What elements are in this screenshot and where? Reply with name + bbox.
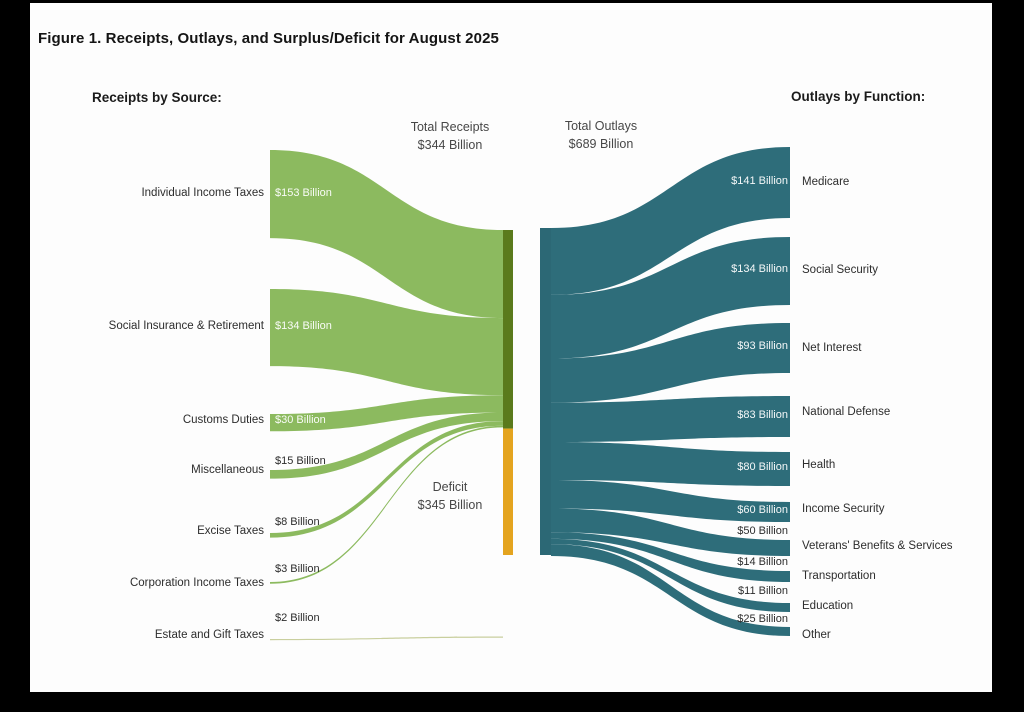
outlay-function-label-education: Education <box>802 600 854 612</box>
receipt-source-value-customs-duties: $30 Billion <box>275 414 326 426</box>
deficit-node <box>503 428 513 555</box>
outlay-function-label-income-security: Income Security <box>802 503 885 515</box>
deficit-title: Deficit <box>432 480 468 494</box>
flow-medicare <box>551 147 790 295</box>
receipt-source-value-excise-taxes: $8 Billion <box>275 516 320 528</box>
flow-social-security <box>551 237 790 359</box>
flow-customs-duties <box>270 395 503 432</box>
flow-excise-taxes <box>270 421 503 538</box>
outlay-function-value-transportation: $14 Billion <box>737 556 788 568</box>
flow-corporation-income-taxes <box>270 425 503 584</box>
receipt-source-value-estate-and-gift-taxes: $2 Billion <box>275 612 320 624</box>
outlay-function-value-education: $11 Billion <box>738 585 788 597</box>
outlay-function-label-transportation: Transportation <box>802 570 876 582</box>
receipt-source-label-estate-and-gift-taxes: Estate and Gift Taxes <box>154 629 264 641</box>
flow-education <box>551 538 790 612</box>
outlay-function-label-health: Health <box>802 459 836 471</box>
outlay-function-label-national-defense: National Defense <box>802 406 891 418</box>
total-receipts-value: $344 Billion <box>417 138 483 152</box>
receipt-source-label-excise-taxes: Excise Taxes <box>197 525 264 537</box>
outlay-function-value-net-interest: $93 Billion <box>737 340 788 352</box>
receipt-source-value-corporation-income-taxes: $3 Billion <box>275 563 320 575</box>
flow-net-interest <box>551 323 790 403</box>
outlay-function-value-other: $25 Billion <box>737 613 788 625</box>
outlay-function-label-medicare: Medicare <box>802 176 850 188</box>
flow-health <box>551 442 790 486</box>
flow-transportation <box>551 532 790 582</box>
outlay-function-value-medicare: $141 Billion <box>731 174 788 187</box>
receipt-source-label-corporation-income-taxes: Corporation Income Taxes <box>129 577 264 589</box>
total-outlays-node <box>540 228 551 555</box>
receipt-source-label-miscellaneous: Miscellaneous <box>191 464 264 476</box>
outlay-function-label-net-interest: Net Interest <box>802 342 862 354</box>
flow-estate-and-gift-taxes <box>270 636 503 641</box>
outlays-section-header: Outlays by Function: <box>791 89 926 104</box>
total-receipts-label: Total Receipts $344 Billion <box>370 118 530 154</box>
flow-other <box>551 544 790 636</box>
receipt-source-value-social-insurance-retirement: $134 Billion <box>275 320 332 332</box>
total-outlays-label: Total Outlays $689 Billion <box>521 117 681 153</box>
receipt-source-label-individual-income-taxes: Individual Income Taxes <box>141 187 264 199</box>
outlay-function-label-social-security: Social Security <box>802 264 879 276</box>
total-outlays-title: Total Outlays <box>564 119 638 133</box>
receipt-source-value-individual-income-taxes: $153 Billion <box>275 187 332 199</box>
outlay-function-value-income-security: $60 Billion <box>737 504 788 516</box>
receipt-source-value-miscellaneous: $15 Billion <box>275 455 326 467</box>
receipts-section-header: Receipts by Source: <box>92 90 222 105</box>
total-receipts-node <box>503 230 513 429</box>
outlay-function-value-social-security: $134 Billion <box>731 263 788 275</box>
receipt-source-label-customs-duties: Customs Duties <box>182 414 264 426</box>
flow-veterans-benefits-services <box>551 508 790 556</box>
flow-income-security <box>551 480 790 522</box>
total-outlays-value: $689 Billion <box>568 137 634 151</box>
deficit-value: $345 Billion <box>417 498 483 512</box>
flow-national-defense <box>551 396 790 443</box>
outlay-function-value-veterans-benefits-services: $50 Billion <box>737 525 788 537</box>
flow-individual-income-taxes <box>270 150 503 319</box>
receipt-source-label-social-insurance-retirement: Social Insurance & Retirement <box>108 320 264 332</box>
total-receipts-title: Total Receipts <box>410 120 490 134</box>
outlay-function-label-veterans-benefits-services: Veterans' Benefits & Services <box>802 540 953 552</box>
outlay-function-value-national-defense: $83 Billion <box>737 408 788 421</box>
outlay-function-value-health: $80 Billion <box>737 461 788 473</box>
outlay-function-label-other: Other <box>802 629 831 641</box>
flow-social-insurance-retirement <box>270 289 503 396</box>
deficit-label: Deficit $345 Billion <box>370 478 530 514</box>
flow-miscellaneous <box>270 412 503 479</box>
figure-title: Figure 1. Receipts, Outlays, and Surplus… <box>38 30 499 47</box>
